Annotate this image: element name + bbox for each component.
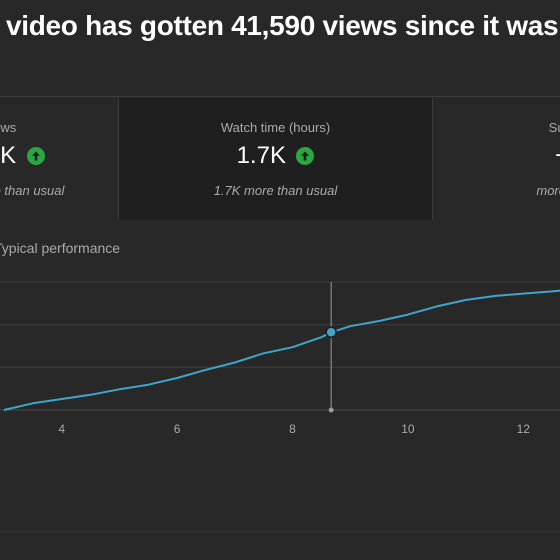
subscribers-value-row: +0	[433, 142, 560, 170]
subscribers-value: +0	[555, 142, 560, 169]
typical-performance-label: Typical performance	[0, 240, 121, 256]
subscribers-comparison: more than usual	[536, 183, 560, 198]
card-divider	[118, 98, 119, 220]
watch-time-metric-card[interactable]: Watch time (hours) 1.7K 1.7K more than u…	[119, 98, 432, 220]
arrow-up-icon	[26, 147, 45, 165]
views-label: Views	[0, 120, 17, 135]
watch-time-label: Watch time (hours)	[220, 120, 331, 135]
metrics-tabs: Views 41.6K 38.9K more than usual Watch …	[0, 96, 560, 220]
x-tick-label: 4	[58, 422, 65, 436]
x-tick-label: 12	[517, 422, 531, 436]
watch-time-value-row: 1.7K	[119, 142, 432, 170]
subscribers-label: Subscribers	[548, 120, 560, 135]
hover-axis-marker	[328, 407, 334, 413]
watch-time-comparison: 1.7K more than usual	[213, 183, 338, 198]
x-tick-label: 8	[289, 422, 296, 436]
watch-time-value: 1.7K	[236, 142, 286, 169]
x-tick-label: 6	[174, 422, 181, 436]
performance-line-chart[interactable]: 4 6 8 10 12	[0, 270, 560, 450]
hover-data-point	[325, 326, 337, 339]
views-value-row: 41.6K	[0, 142, 118, 170]
card-divider	[432, 98, 433, 220]
bottom-divider	[0, 531, 560, 532]
subscribers-metric-card[interactable]: Subscribers +0 more than usual	[433, 98, 560, 220]
x-tick-label: 10	[401, 422, 415, 436]
arrow-up-icon	[296, 147, 315, 165]
views-value: 41.6K	[0, 142, 17, 169]
series-line	[3, 289, 560, 411]
views-metric-card[interactable]: Views 41.6K 38.9K more than usual	[0, 98, 118, 220]
views-comparison: 38.9K more than usual	[0, 183, 65, 198]
page-headline: Your video has gotten 41,590 views since…	[0, 10, 560, 41]
